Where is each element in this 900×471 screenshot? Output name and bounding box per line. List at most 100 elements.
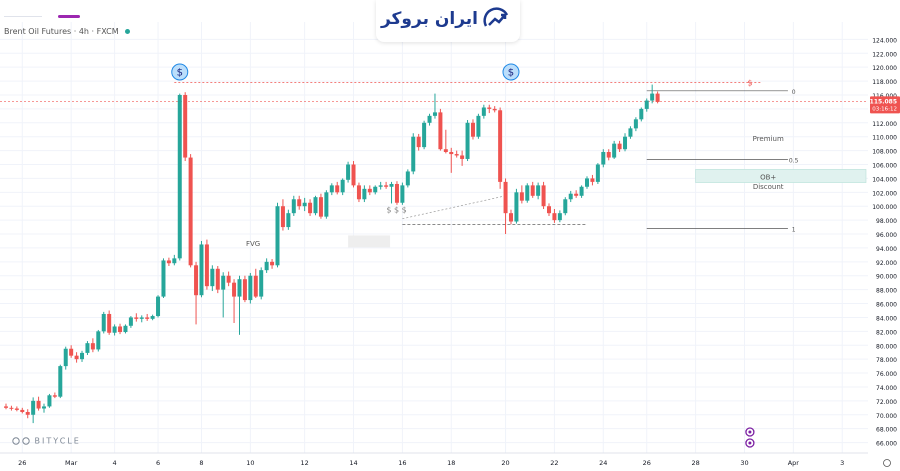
candle-body [139,317,144,319]
candle-body [411,136,416,172]
symbol-title: Brent Oil Futures · 4h · FXCM [4,27,119,36]
annotation-label: $ $ $ [386,206,406,215]
time-tick-label: 6 [156,459,160,467]
candle-body [101,313,106,332]
candle-body [384,185,389,187]
candle-body [324,192,329,217]
price-tick-label: 98.000 [876,218,897,225]
candle-body [69,348,74,356]
time-tick-label: 16 [398,459,406,467]
candle-body [172,258,177,264]
candle-body [52,395,57,397]
candle-body [590,178,595,182]
candle-body [237,279,242,297]
price-tick-label: 96.000 [876,232,897,239]
annotation-label: 0 [792,89,796,96]
candle-body [329,185,334,193]
candle-body [628,128,633,137]
time-tick-label: 3 [840,459,844,467]
candle-body [422,122,427,148]
candle-body [346,164,351,180]
price-axis-bg [868,0,900,471]
price-tick-label: 100.000 [872,204,897,211]
candle-body [568,193,573,200]
candle-body [378,185,383,187]
candle-body [90,343,95,350]
candle-body [9,407,14,409]
candle-body [221,275,226,290]
candle-body [340,179,345,193]
time-tick-label: 18 [447,459,455,467]
candle-body [308,202,313,214]
tab-underline [4,16,42,17]
candle-body [58,366,63,397]
price-tick-label: 90.000 [876,274,897,281]
bitycle-watermark: BITYCLE [12,436,81,446]
candle-body [297,199,302,207]
candle-body [454,154,459,156]
price-tick-label: 66.000 [876,441,897,448]
candle-body [563,199,568,214]
broker-logo: ایران بروکر [376,0,520,42]
candle-body [123,325,128,333]
fvg-box [348,235,391,248]
time-tick-label: 26 [643,459,651,467]
annotation-label: 0.5 [789,158,799,165]
candle-body [128,317,133,326]
watermark-text: BITYCLE [34,436,81,446]
grid-lines [0,22,868,453]
time-tick-label: 12 [301,459,309,467]
candle-body [118,326,123,333]
price-tick-label: 94.000 [876,246,897,253]
price-tick-label: 104.000 [872,176,897,183]
candle-body [145,317,150,319]
candle-body [291,199,296,214]
time-tick-label: 26 [18,459,26,467]
order-block-zone [695,169,867,183]
candle-body [356,185,361,200]
candle-body [42,406,47,409]
time-tick-label: 10 [246,459,254,467]
candle-body [264,261,269,271]
time-tick-label: 20 [501,459,509,467]
candle-body [362,188,367,200]
time-tick-label: 24 [599,459,607,467]
candle-body [232,282,237,297]
candle-body [313,197,318,214]
annotation-label: $ [747,78,752,87]
candle-body [514,192,519,222]
liquidity-marker-label: $ [508,68,514,79]
annotation-label: Discount [753,183,784,191]
candle-body [536,185,541,196]
candle-body [253,275,258,297]
candles [4,84,660,424]
candle-body [188,157,193,266]
candle-body [280,206,285,228]
time-tick-label: 8 [199,459,203,467]
event-marker-dot [748,441,752,445]
liquidity-marker-circle [171,63,189,81]
annotation-label: 1 [792,226,796,233]
current-price-label: 115.085 [870,98,897,105]
candle-body [650,93,655,101]
price-tick-label: 84.000 [876,315,897,322]
market-status-dot [124,29,130,34]
settings-icon [883,459,891,467]
candle-body [351,164,356,186]
candle-body [112,326,117,333]
price-tick-label: 106.000 [872,163,897,170]
candle-body [335,185,340,193]
candle-body [487,107,492,109]
price-tick-label: 68.000 [876,427,897,434]
price-tick-label: 76.000 [876,371,897,378]
time-tick-label: Mar [65,459,78,467]
candle-body [465,122,470,159]
candle-body [574,193,579,196]
candle-body [215,268,220,290]
candle-body [275,206,280,266]
candle-body [286,213,291,228]
candle-body [107,313,112,333]
time-tick-label: 22 [550,459,558,467]
price-tick-label: 74.000 [876,385,897,392]
